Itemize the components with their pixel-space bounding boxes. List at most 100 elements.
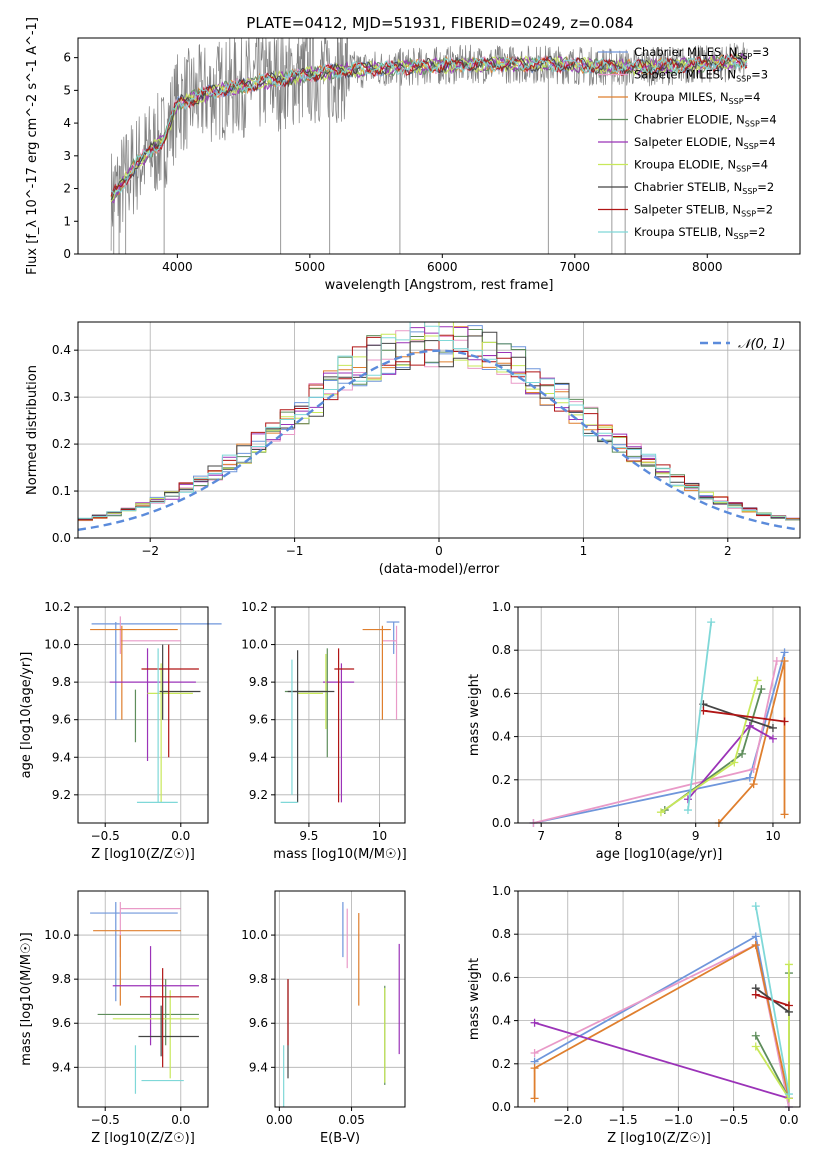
weight-marker: [730, 758, 739, 767]
y-tick-label: 3: [63, 149, 71, 163]
spectrum-model-line: [110, 53, 748, 203]
weight-marker: [751, 990, 760, 999]
y-tick-label: 9.6: [249, 1016, 268, 1030]
x-tick-label: 8: [615, 829, 623, 843]
y-tick-label: 10.0: [44, 928, 71, 942]
plot-area: [78, 322, 800, 531]
y-tick-label: 5: [63, 83, 71, 97]
weight-marker: [683, 795, 692, 804]
y-tick-label: 9.8: [52, 675, 71, 689]
x-tick-label: 0: [435, 544, 443, 558]
x-tick-label: −1: [286, 544, 304, 558]
x-tick-label: 7000: [560, 260, 591, 274]
y-tick-label: 9.8: [249, 972, 268, 986]
y-tick-label: 4: [63, 116, 71, 130]
y-tick-label: 0.4: [52, 343, 71, 357]
weight-marker: [745, 721, 754, 730]
y-tick-label: 9.4: [249, 1060, 268, 1074]
x-tick-label: 2: [724, 544, 732, 558]
y-tick-label: 9.8: [52, 972, 71, 986]
x-tick-label: 10: [372, 829, 387, 843]
legend-entry: Salpeter MILES, NSSP=3: [634, 68, 768, 84]
x-tick-label: 0.0: [171, 829, 190, 843]
weight-marker: [751, 1031, 760, 1040]
weight-line: [718, 660, 786, 824]
weight-marker: [738, 749, 747, 758]
x-tick-label: −0.5: [719, 1113, 748, 1127]
y-tick-label: 0.0: [492, 1100, 511, 1114]
weight-marker: [707, 618, 716, 627]
y-tick-label: 1.0: [492, 884, 511, 898]
x-tick-label: −2: [141, 544, 159, 558]
x-tick-label: −0.5: [91, 829, 120, 843]
weight-marker: [530, 1049, 539, 1057]
weight-line: [534, 935, 790, 1108]
plot-area: [90, 616, 222, 803]
x-axis-label: wavelength [Angstrom, rest frame]: [325, 278, 554, 293]
y-tick-label: 0.2: [492, 1057, 511, 1071]
weight-marker: [751, 932, 760, 941]
weight-line: [534, 943, 790, 1108]
legend-entry: Salpeter ELODIE, NSSP=4: [634, 135, 776, 151]
y-tick-label: 0: [63, 247, 71, 261]
x-tick-label: 4000: [162, 260, 193, 274]
axes-frame: [77, 37, 801, 255]
weight-marker: [772, 657, 781, 665]
y-tick-label: 9.4: [52, 1060, 71, 1074]
y-tick-label: 9.2: [52, 788, 71, 802]
y-tick-label: 1.0: [492, 600, 511, 614]
y-tick-label: 0.6: [492, 970, 511, 984]
panel-weight-vs-age: 7 8 9 10 0.0 0.2 0.4 0.6 0.8 1.0 age [log10(age/yr…: [467, 600, 801, 862]
residual-histogram: [78, 322, 800, 522]
x-tick-label: −1.0: [664, 1113, 693, 1127]
panel-spectrum: 4000 5000 6000 7000 8000 0 1 2 3 4 5 6 wavelength [A…: [25, 17, 801, 293]
y-tick-label: 9.2: [249, 788, 268, 802]
normal-reference-curve: [78, 349, 800, 531]
weight-marker: [656, 808, 665, 817]
weight-marker: [757, 685, 766, 694]
plot-area: [280, 621, 400, 803]
weight-line: [754, 905, 790, 1095]
y-tick-label: 9.4: [249, 750, 268, 764]
y-tick-label: 9.4: [52, 750, 71, 764]
y-tick-label: 10.2: [44, 600, 71, 614]
legend-entry: Kroupa ELODIE, NSSP=4: [634, 158, 768, 174]
x-tick-label: 0.05: [338, 1113, 365, 1127]
spectrum-model-line: [110, 52, 748, 201]
weight-marker: [768, 734, 777, 743]
axes-frame: [274, 890, 406, 1108]
axes-frame: [274, 606, 406, 824]
y-axis-label: Normed distribution: [25, 365, 40, 495]
figure-title: PLATE=0412, MJD=51931, FIBERID=0249, z=0…: [246, 14, 633, 32]
x-tick-label: 9.5: [299, 829, 318, 843]
x-tick-label: 0.0: [171, 1113, 190, 1127]
y-tick-label: 0.2: [52, 437, 71, 451]
x-axis-label: Z [log10(Z/Z☉)]: [91, 847, 195, 862]
x-tick-label: 5000: [295, 260, 326, 274]
x-axis-label: age [log10(age/yr)]: [596, 847, 723, 862]
y-tick-label: 0.3: [52, 390, 71, 404]
panel-age-vs-Z: −0.5 0.0 9.2 9.4 9.6 9.8 10.0 10.2 Z [log10(Z/Z☉…: [19, 600, 222, 862]
weight-marker: [780, 657, 789, 665]
weight-marker: [683, 806, 692, 815]
y-axis-label: mass [log10(M/M☉)]: [19, 932, 34, 1065]
weight-line: [703, 709, 785, 723]
x-axis-label: (data-model)/error: [379, 562, 500, 577]
weight-marker: [753, 676, 762, 685]
y-tick-label: 10.2: [241, 600, 268, 614]
x-axis-label: mass [log10(M/M☉)]: [273, 847, 406, 862]
y-tick-label: 0.8: [492, 927, 511, 941]
x-tick-label: 10: [765, 829, 780, 843]
legend-entry: Chabrier ELODIE, NSSP=4: [634, 113, 777, 129]
weight-marker: [749, 780, 758, 789]
panels: 4000 5000 6000 7000 8000 0 1 2 3 4 5 6 wavelength [A…: [19, 17, 801, 1146]
spectrum-legend: Chabrier MILES, NSSP=3 Salpeter MILES, NS…: [598, 45, 777, 241]
axes-frame: [517, 606, 801, 824]
y-tick-label: 0.8: [492, 643, 511, 657]
y-tick-label: 10.0: [241, 638, 268, 652]
weight-marker: [780, 810, 789, 819]
plot-area: [283, 902, 400, 1107]
y-axis-label: mass weight: [467, 958, 482, 1040]
legend-entry: Chabrier MILES, NSSP=3: [634, 45, 769, 61]
